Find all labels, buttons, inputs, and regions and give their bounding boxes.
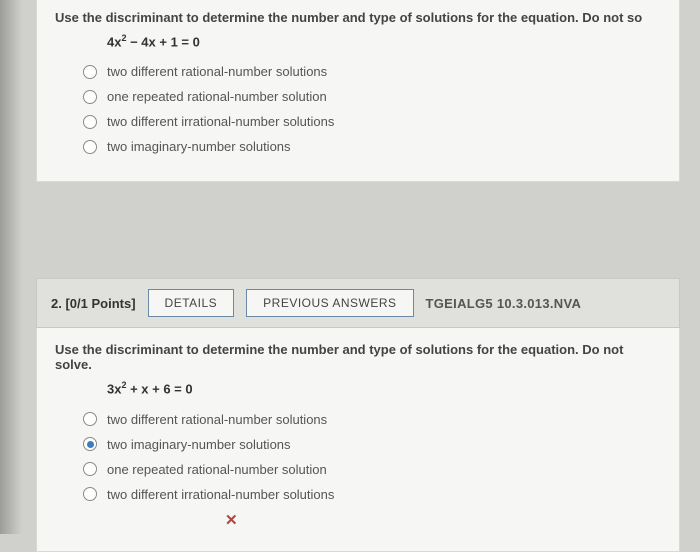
radio-button[interactable]	[83, 140, 97, 154]
option-row[interactable]: two different rational-number solutions	[83, 407, 661, 432]
incorrect-mark-icon: ✕	[225, 511, 661, 529]
radio-button[interactable]	[83, 462, 97, 476]
radio-button[interactable]	[83, 65, 97, 79]
radio-button[interactable]	[83, 437, 97, 451]
option-row[interactable]: two different rational-number solutions	[83, 59, 661, 84]
radio-button[interactable]	[83, 115, 97, 129]
option-row[interactable]: one repeated rational-number solution	[83, 457, 661, 482]
option-label: two imaginary-number solutions	[107, 437, 291, 452]
option-label: two different irrational-number solution…	[107, 114, 334, 129]
option-label: two different rational-number solutions	[107, 412, 327, 427]
option-label: two different irrational-number solution…	[107, 487, 334, 502]
option-label: two imaginary-number solutions	[107, 139, 291, 154]
question-number-points: 2. [0/1 Points]	[51, 296, 136, 311]
option-label: one repeated rational-number solution	[107, 89, 327, 104]
radio-button[interactable]	[83, 487, 97, 501]
question-1-prompt: Use the discriminant to determine the nu…	[55, 10, 661, 25]
question-2-options: two different rational-number solutions t…	[83, 407, 661, 507]
option-label: one repeated rational-number solution	[107, 462, 327, 477]
previous-answers-button[interactable]: PREVIOUS ANSWERS	[246, 289, 413, 317]
question-1-equation: 4x2 − 4x + 1 = 0	[107, 33, 661, 49]
question-reference: TGEIALG5 10.3.013.NVA	[426, 296, 582, 311]
option-label: two different rational-number solutions	[107, 64, 327, 79]
question-1-panel: Use the discriminant to determine the nu…	[36, 0, 680, 182]
question-2-equation: 3x2 + x + 6 = 0	[107, 380, 661, 396]
option-row[interactable]: one repeated rational-number solution	[83, 84, 661, 109]
option-row[interactable]: two imaginary-number solutions	[83, 432, 661, 457]
option-row[interactable]: two different irrational-number solution…	[83, 109, 661, 134]
question-2-prompt: Use the discriminant to determine the nu…	[55, 342, 661, 372]
details-button[interactable]: DETAILS	[148, 289, 235, 317]
radio-button[interactable]	[83, 412, 97, 426]
question-2-header: 2. [0/1 Points] DETAILS PREVIOUS ANSWERS…	[36, 278, 680, 328]
radio-button[interactable]	[83, 90, 97, 104]
question-2-panel: Use the discriminant to determine the nu…	[36, 328, 680, 551]
option-row[interactable]: two different irrational-number solution…	[83, 482, 661, 507]
option-row[interactable]: two imaginary-number solutions	[83, 134, 661, 159]
question-1-options: two different rational-number solutions o…	[83, 59, 661, 159]
